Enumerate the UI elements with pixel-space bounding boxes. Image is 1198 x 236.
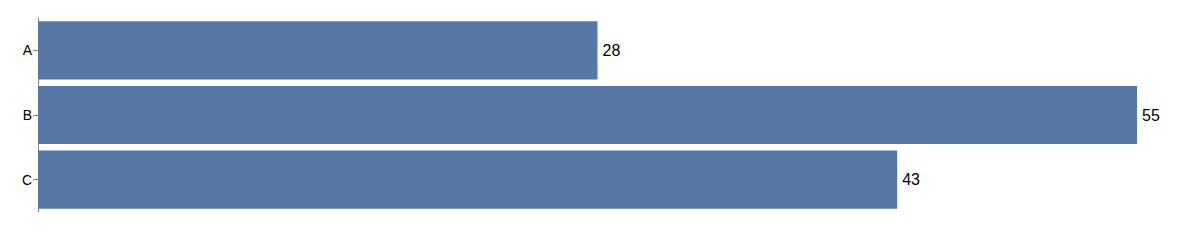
svg-text:A: A	[23, 42, 33, 58]
svg-text:43: 43	[902, 171, 920, 188]
svg-text:55: 55	[1142, 107, 1160, 124]
svg-text:C: C	[22, 172, 32, 188]
svg-text:28: 28	[602, 42, 620, 59]
svg-text:B: B	[23, 107, 32, 123]
